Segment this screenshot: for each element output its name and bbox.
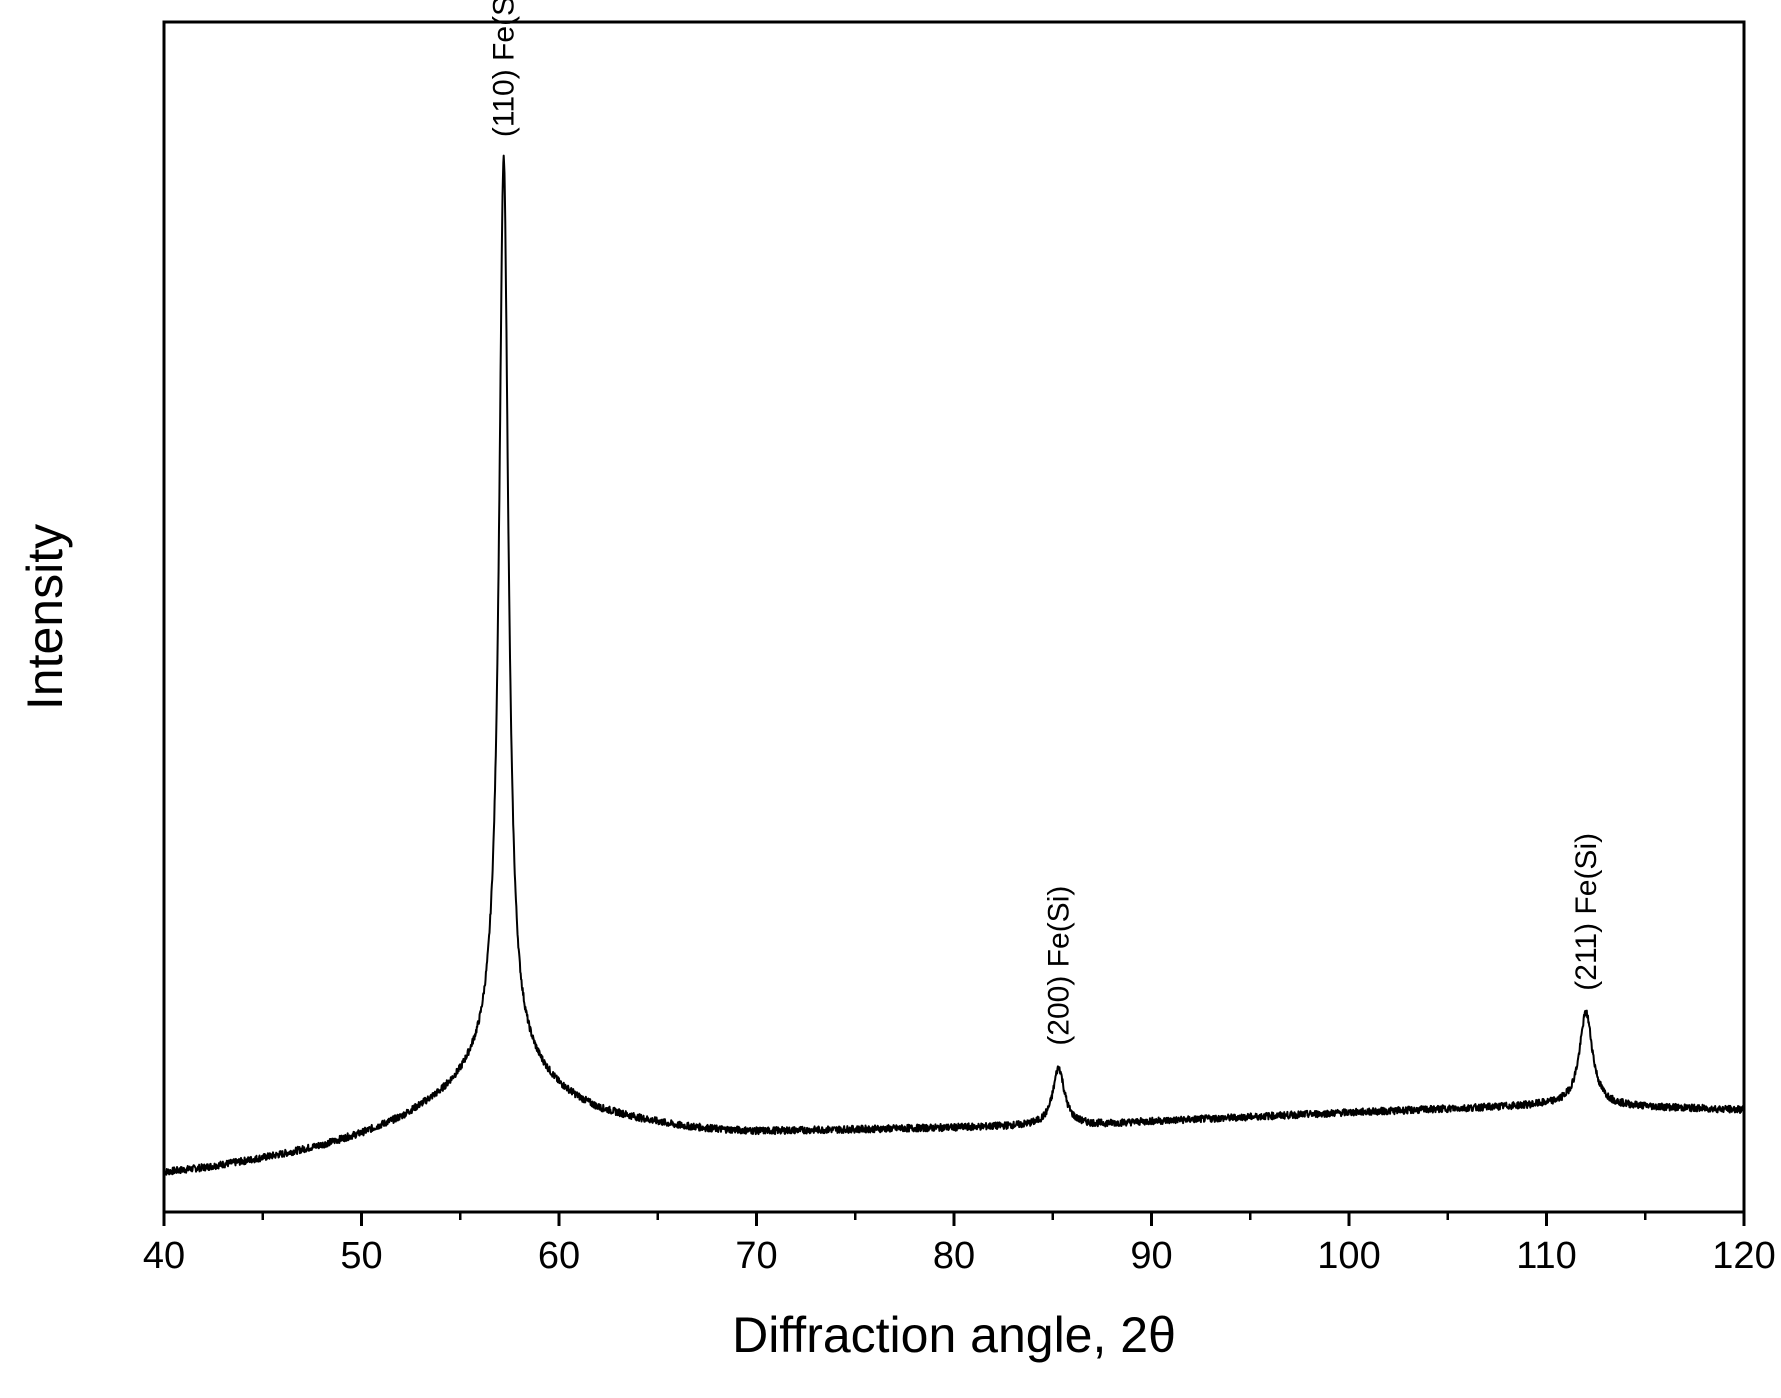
diffraction-pattern-line [163, 154, 1745, 1176]
x-tick-label: 80 [933, 1235, 975, 1277]
x-tick-label: 40 [143, 1235, 185, 1277]
x-axis-ticks [162, 1212, 1746, 1226]
x-tick-label: 110 [1516, 1235, 1577, 1277]
x-tick-label: 60 [538, 1235, 580, 1277]
x-axis-title: Diffraction angle, 2θ [732, 1307, 1176, 1363]
x-axis-tick-labels: 40 50 60 70 80 90 100 110 120 [143, 1235, 1776, 1277]
peak-label: (211) Fe(Si) [1570, 833, 1603, 991]
plot-frame [162, 20, 1746, 1214]
peak-labels: (110) Fe(Si) (200) Fe(Si) (211) Fe(Si) [488, 0, 1603, 1046]
x-tick-label: 120 [1712, 1235, 1775, 1277]
peak-label: (200) Fe(Si) [1043, 886, 1076, 1046]
y-axis-title: Intensity [17, 524, 73, 710]
x-tick-label: 70 [735, 1235, 777, 1277]
x-tick-label: 90 [1130, 1235, 1172, 1277]
x-tick-label: 100 [1317, 1235, 1380, 1277]
x-tick-label: 50 [340, 1235, 382, 1277]
peak-label: (110) Fe(Si) [488, 0, 521, 137]
